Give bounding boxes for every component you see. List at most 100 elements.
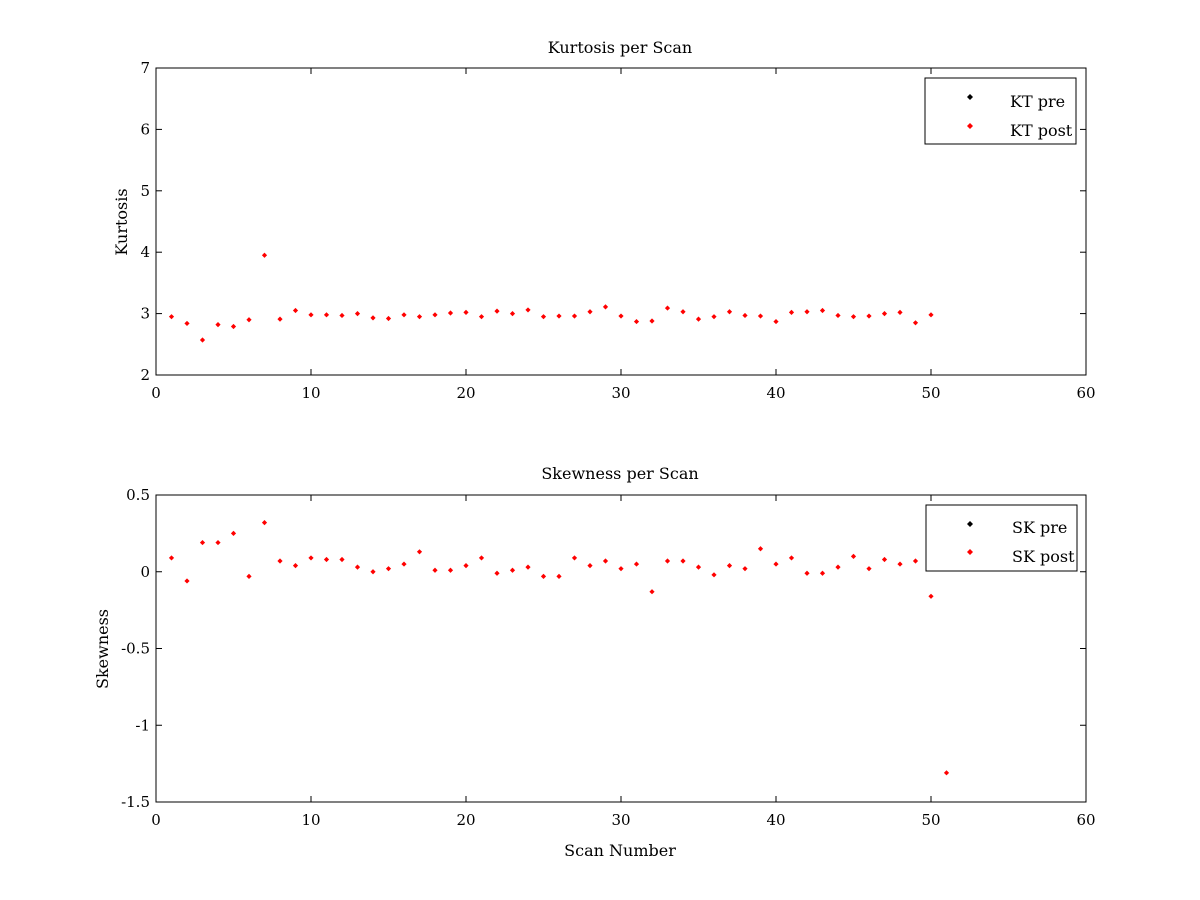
kurtosis-point-kt-post bbox=[494, 308, 500, 314]
skewness-point-sk-post bbox=[277, 558, 283, 564]
skewness-legend-label-pre: SK pre bbox=[1012, 518, 1067, 537]
skewness-x-axis-label: Scan Number bbox=[564, 841, 676, 860]
kurtosis-y-tick-label: 3 bbox=[140, 305, 150, 323]
skewness-point-sk-post bbox=[354, 564, 361, 570]
skewness-y-tick-label: -1 bbox=[135, 716, 150, 734]
kurtosis-legend-box bbox=[924, 77, 1077, 145]
skewness-point-sk-post bbox=[323, 556, 330, 563]
skewness-point-sk-post bbox=[571, 555, 578, 561]
kurtosis-point-kt-post bbox=[804, 309, 810, 315]
skewness-point-sk-post bbox=[711, 572, 717, 578]
skewness-markers bbox=[168, 520, 950, 776]
kurtosis-point-kt-post bbox=[556, 313, 562, 319]
kurtosis-y-tick-label: 2 bbox=[140, 366, 150, 384]
kurtosis-point-kt-post bbox=[881, 311, 888, 317]
kurtosis-markers bbox=[168, 252, 934, 343]
skewness-point-sk-post bbox=[199, 539, 206, 546]
kurtosis-point-kt-post bbox=[711, 314, 717, 320]
skewness-point-sk-post bbox=[819, 570, 826, 576]
kurtosis-y-tick-label: 4 bbox=[140, 243, 150, 261]
kurtosis-point-kt-post bbox=[773, 318, 779, 325]
kurtosis-point-kt-post bbox=[401, 312, 407, 318]
kurtosis-point-kt-post bbox=[525, 307, 531, 313]
skewness-ticks: 0 10 20 30 40 50 60 -1.5 -1 -0.5 0 0.5 bbox=[121, 486, 1095, 829]
skewness-legend-marker-post bbox=[967, 549, 973, 555]
kurtosis-legend-marker-post bbox=[967, 123, 973, 129]
kurtosis-point-kt-post bbox=[323, 312, 330, 318]
skewness-point-sk-post bbox=[246, 573, 252, 579]
kurtosis-y-tick-label: 5 bbox=[140, 182, 150, 200]
kurtosis-point-kt-post bbox=[292, 307, 299, 314]
skewness-point-sk-post bbox=[850, 553, 857, 559]
kurtosis-point-kt-post bbox=[230, 323, 237, 330]
skewness-point-sk-post bbox=[556, 573, 562, 579]
kurtosis-point-kt-post bbox=[587, 309, 593, 315]
kurtosis-point-kt-post bbox=[199, 337, 206, 343]
skewness-x-tick-label: 0 bbox=[151, 811, 161, 829]
skewness-point-sk-post bbox=[726, 563, 733, 569]
skewness-point-sk-post bbox=[773, 561, 779, 567]
skewness-point-sk-post bbox=[618, 566, 624, 572]
skewness-point-sk-post bbox=[215, 539, 221, 546]
kurtosis-point-kt-post bbox=[432, 312, 438, 318]
skewness-point-sk-post bbox=[695, 564, 702, 570]
skewness-legend-marker-pre bbox=[967, 521, 973, 527]
skewness-point-sk-post bbox=[168, 555, 175, 561]
kurtosis-point-kt-post bbox=[912, 320, 919, 326]
kurtosis-x-tick-label: 50 bbox=[921, 384, 940, 402]
kurtosis-point-kt-post bbox=[277, 316, 283, 322]
kurtosis-point-kt-post bbox=[850, 314, 857, 320]
kurtosis-point-kt-post bbox=[463, 309, 469, 315]
kurtosis-point-kt-post bbox=[540, 314, 547, 320]
kurtosis-point-kt-post bbox=[928, 312, 934, 318]
skewness-point-sk-post bbox=[587, 563, 593, 569]
skewness-x-tick-label: 40 bbox=[766, 811, 785, 829]
kurtosis-legend-label-post: KT post bbox=[1010, 121, 1073, 140]
skewness-point-sk-post bbox=[416, 549, 423, 555]
skewness-point-sk-post bbox=[866, 566, 872, 572]
kurtosis-point-kt-post bbox=[618, 313, 624, 319]
kurtosis-x-tick-label: 60 bbox=[1076, 384, 1095, 402]
skewness-point-sk-post bbox=[478, 555, 485, 561]
kurtosis-point-kt-post bbox=[602, 304, 609, 310]
skewness-point-sk-post bbox=[912, 558, 919, 564]
kurtosis-chart-title: Kurtosis per Scan bbox=[548, 38, 692, 57]
skewness-legend-box bbox=[925, 504, 1078, 572]
kurtosis-legend: KT pre KT post bbox=[924, 77, 1077, 145]
skewness-x-tick-label: 20 bbox=[456, 811, 475, 829]
skewness-point-sk-post bbox=[633, 561, 640, 567]
skewness-y-axis-label: Skewness bbox=[93, 609, 112, 689]
kurtosis-point-kt-post bbox=[447, 310, 454, 316]
kurtosis-point-kt-post bbox=[339, 312, 345, 319]
skewness-point-sk-post bbox=[525, 564, 531, 570]
kurtosis-point-kt-post bbox=[835, 312, 841, 319]
skewness-point-sk-post bbox=[788, 555, 795, 561]
kurtosis-point-kt-post bbox=[308, 312, 314, 318]
skewness-point-sk-post bbox=[401, 561, 407, 567]
skewness-x-tick-label: 10 bbox=[301, 811, 320, 829]
kurtosis-y-axis-label: Kurtosis bbox=[112, 188, 131, 255]
skewness-point-sk-post bbox=[540, 573, 547, 579]
skewness-point-sk-post bbox=[897, 561, 903, 567]
skewness-y-tick-label: -0.5 bbox=[121, 640, 150, 658]
skewness-point-sk-post bbox=[602, 558, 609, 564]
kurtosis-point-kt-post bbox=[680, 309, 686, 315]
kurtosis-point-kt-post bbox=[246, 317, 252, 323]
skewness-point-sk-post bbox=[463, 563, 469, 569]
kurtosis-point-kt-post bbox=[571, 313, 578, 319]
skewness-point-sk-post bbox=[432, 567, 438, 573]
skewness-legend: SK pre SK post bbox=[925, 504, 1078, 572]
kurtosis-point-kt-post bbox=[726, 309, 733, 315]
kurtosis-point-kt-post bbox=[478, 314, 485, 320]
skewness-point-sk-post bbox=[370, 569, 376, 575]
skewness-point-sk-post bbox=[261, 520, 268, 526]
skewness-y-tick-label: -1.5 bbox=[121, 793, 150, 811]
skewness-point-sk-post bbox=[308, 555, 314, 561]
kurtosis-point-kt-post bbox=[695, 316, 702, 322]
kurtosis-ticks: 0 10 20 30 40 50 60 2 3 4 5 6 7 bbox=[140, 59, 1095, 402]
skewness-point-sk-post bbox=[509, 567, 516, 573]
skewness-y-tick-label: 0.5 bbox=[126, 486, 150, 504]
skewness-point-sk-post bbox=[928, 593, 934, 599]
skewness-point-sk-post bbox=[230, 530, 237, 536]
skewness-point-sk-post bbox=[664, 558, 671, 564]
